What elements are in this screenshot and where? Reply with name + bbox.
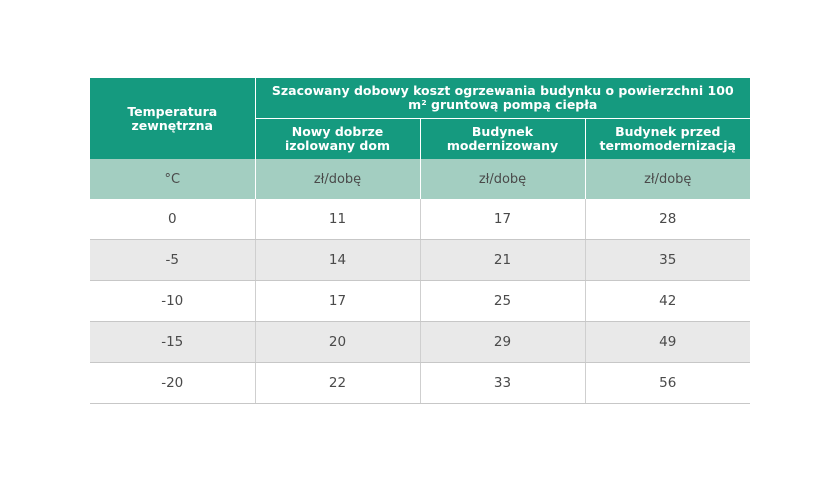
unit-cost-new: zł/dobę bbox=[255, 159, 421, 199]
cell-temperature: -5 bbox=[90, 239, 256, 281]
units-row: °C zł/dobę zł/dobę zł/dobę bbox=[90, 159, 751, 199]
unit-cost-modernized: zł/dobę bbox=[420, 159, 586, 199]
cell-cost-new: 22 bbox=[255, 362, 421, 404]
header-temperature: Temperatura zewnętrzna bbox=[90, 78, 256, 159]
cell-cost-modernized: 29 bbox=[420, 321, 586, 363]
table-row: -5 14 21 35 bbox=[90, 239, 751, 281]
table-row: 0 11 17 28 bbox=[90, 199, 751, 240]
heating-cost-table-container: Temperatura zewnętrzna Szacowany dobowy … bbox=[90, 78, 751, 404]
cell-cost-before: 35 bbox=[585, 239, 751, 281]
cell-temperature: -10 bbox=[90, 280, 256, 322]
cell-cost-modernized: 17 bbox=[420, 199, 586, 240]
cell-cost-modernized: 25 bbox=[420, 280, 586, 322]
cell-temperature: -20 bbox=[90, 362, 256, 404]
cell-cost-before: 49 bbox=[585, 321, 751, 363]
table-row: -20 22 33 56 bbox=[90, 362, 751, 404]
cell-cost-new: 17 bbox=[255, 280, 421, 322]
cell-cost-before: 42 bbox=[585, 280, 751, 322]
header-group-title: Szacowany dobowy koszt ogrzewania budynk… bbox=[255, 78, 751, 119]
header-col-new-house: Nowy dobrze izolowany dom bbox=[255, 118, 421, 159]
cell-temperature: 0 bbox=[90, 199, 256, 240]
header-row-top: Temperatura zewnętrzna Szacowany dobowy … bbox=[90, 78, 751, 159]
table-row: -10 17 25 42 bbox=[90, 280, 751, 322]
cell-cost-before: 28 bbox=[585, 199, 751, 240]
cell-cost-modernized: 21 bbox=[420, 239, 586, 281]
cell-cost-modernized: 33 bbox=[420, 362, 586, 404]
heating-cost-table: Temperatura zewnętrzna Szacowany dobowy … bbox=[90, 78, 751, 404]
cell-cost-new: 20 bbox=[255, 321, 421, 363]
cell-temperature: -15 bbox=[90, 321, 256, 363]
unit-temperature: °C bbox=[90, 159, 256, 199]
unit-cost-before: zł/dobę bbox=[585, 159, 751, 199]
cell-cost-before: 56 bbox=[585, 362, 751, 404]
header-col-modernized: Budynek modernizowany bbox=[420, 118, 586, 159]
cell-cost-new: 14 bbox=[255, 239, 421, 281]
table-row: -15 20 29 49 bbox=[90, 321, 751, 363]
header-col-before-thermo: Budynek przed termomodernizacją bbox=[585, 118, 751, 159]
header-row-sub: Nowy dobrze izolowany dom Budynek modern… bbox=[90, 118, 751, 159]
cell-cost-new: 11 bbox=[255, 199, 421, 240]
